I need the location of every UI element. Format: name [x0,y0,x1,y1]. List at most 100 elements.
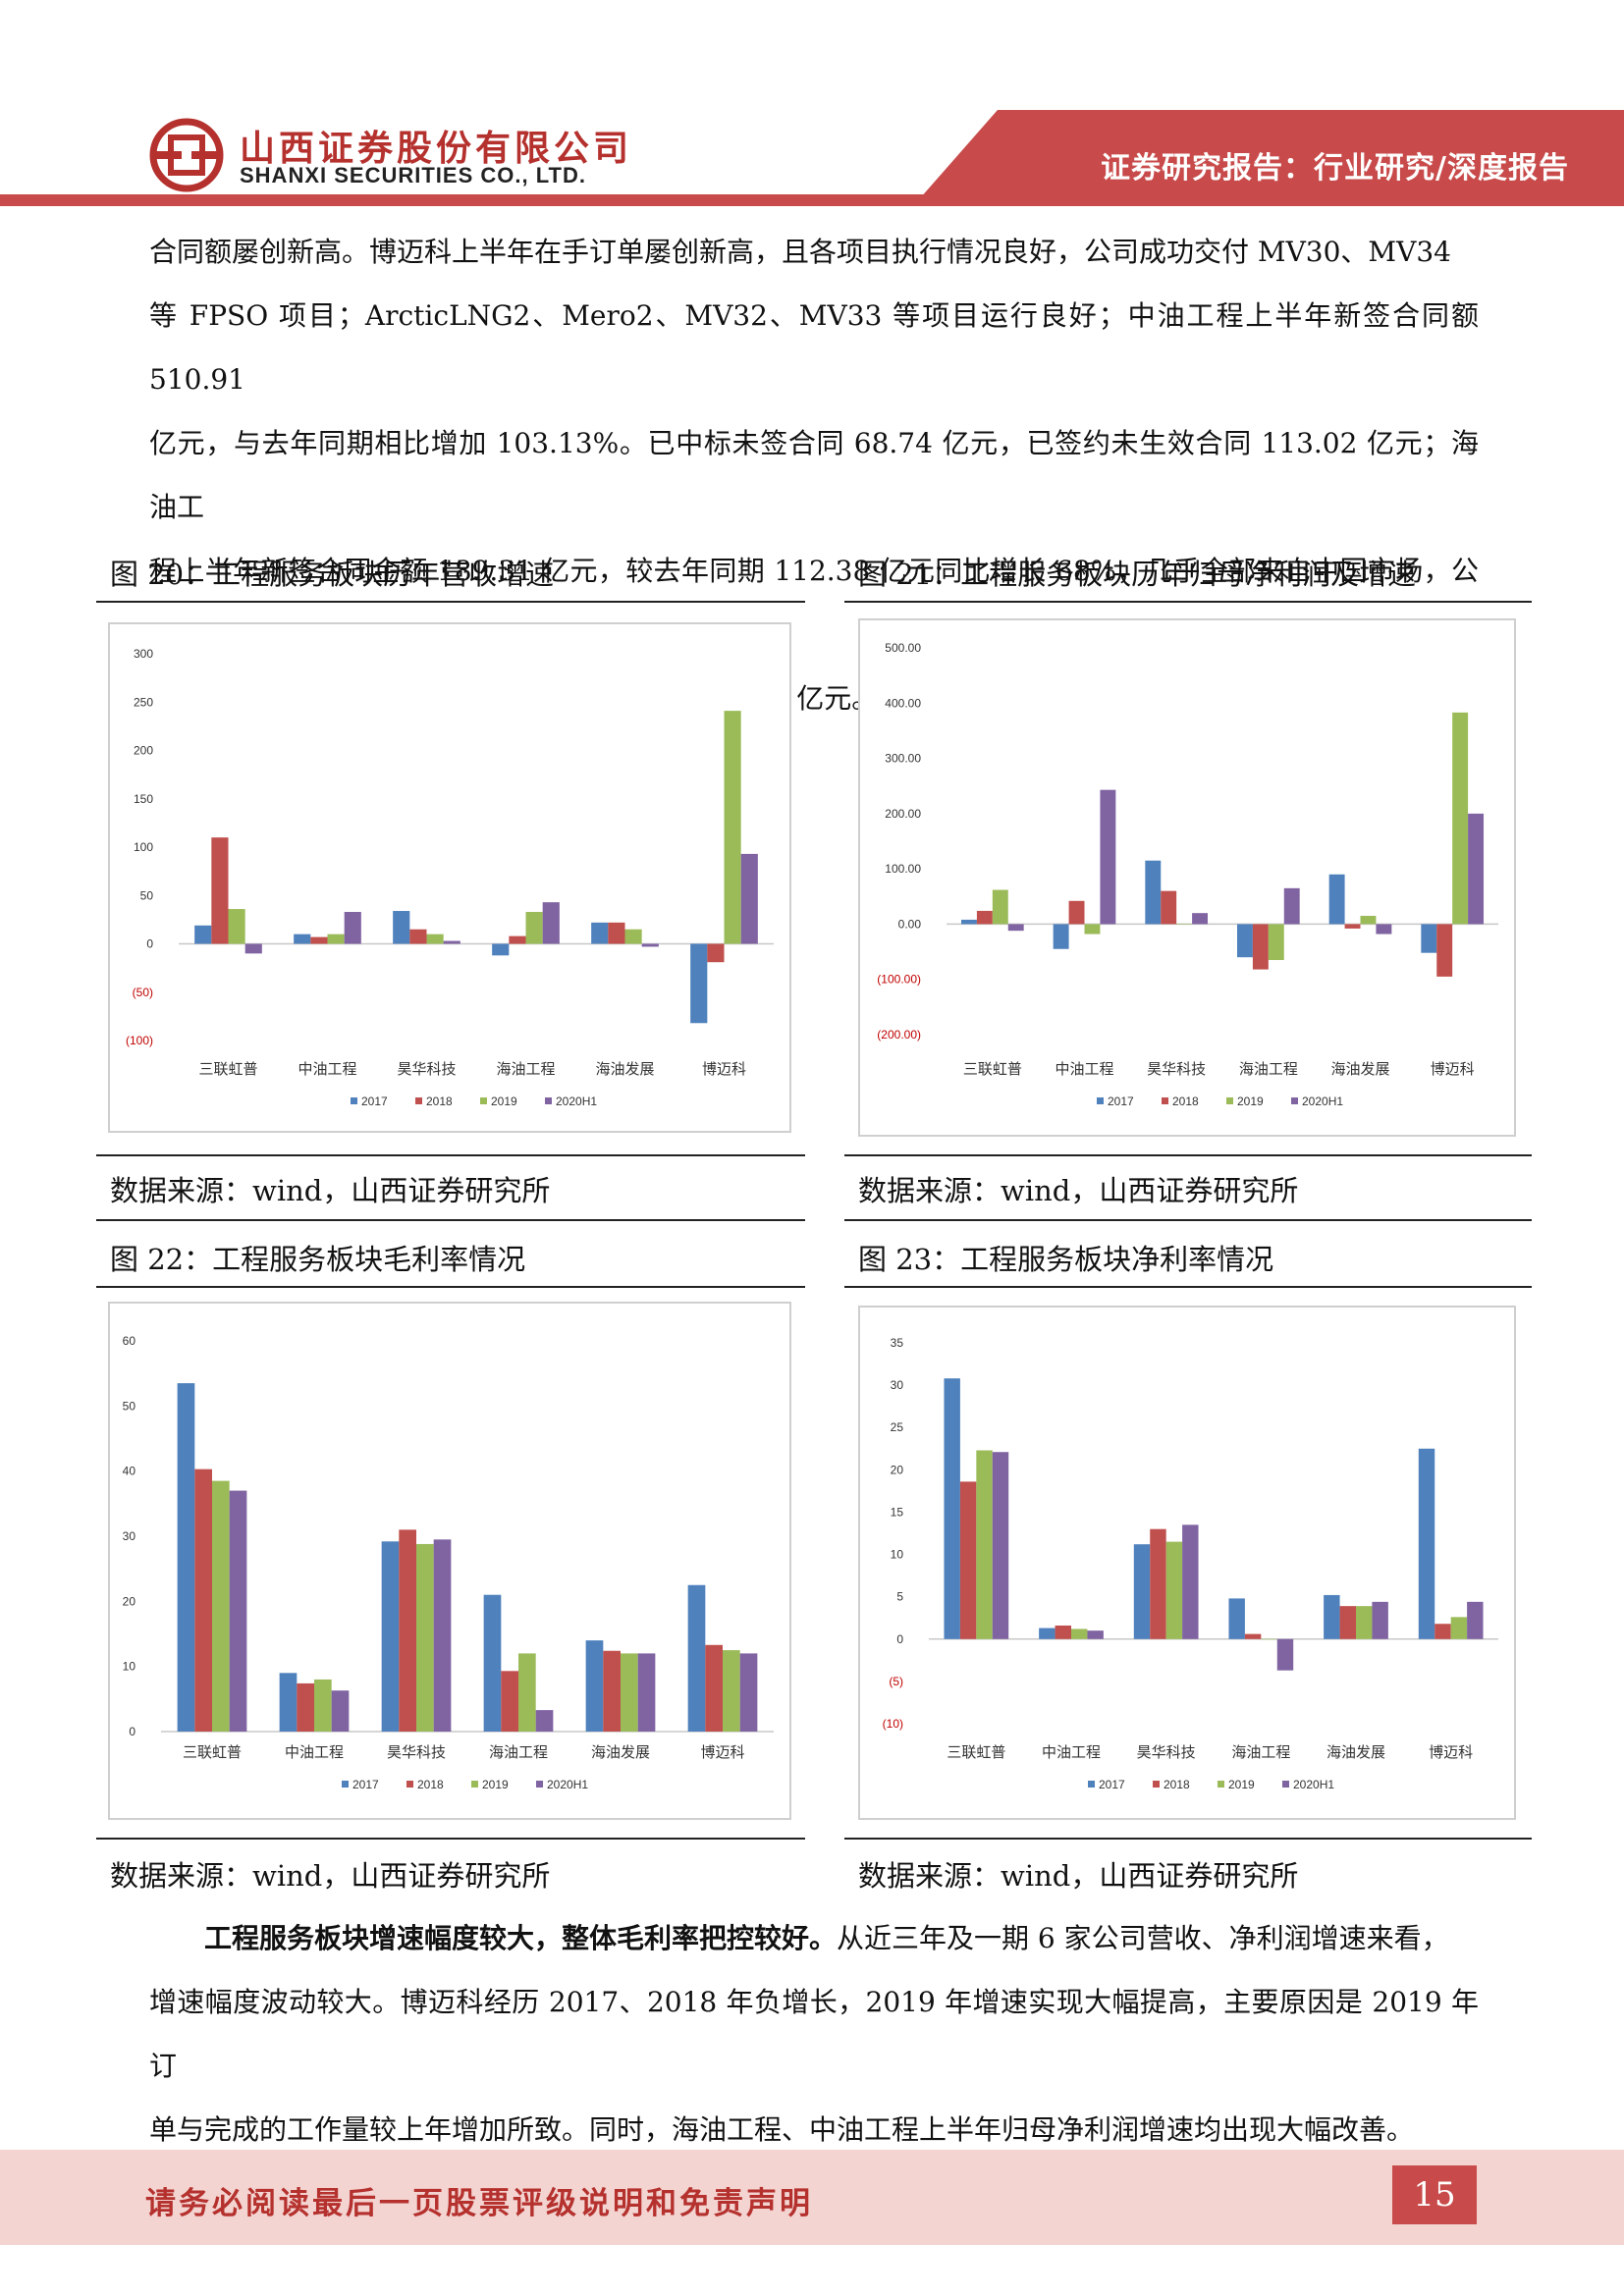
bar-2020H1 [1283,887,1300,925]
bar-2018 [959,1481,977,1639]
bar-2019 [228,909,245,944]
chart-22-svg: 60 50 40 30 20 10 0 三联虹普 中油工程 昊华科技 海油工程 海油发展 博迈科 2017… [123,1334,774,1791]
y-tick-label: 50 [123,1399,136,1413]
y-tick-label: 300.00 [885,752,921,766]
y-tick-label: (100.00) [877,973,921,987]
figure-23-chart: 35 30 25 20 15 10 5 0 (5) (10) 三联虹普 中油工程 昊华科技 海油工程 海油发… [858,1306,1516,1820]
bar-2017 [591,922,609,944]
bar-2017 [483,1594,502,1732]
bar-2017 [690,943,708,1024]
bar-2018 [409,929,427,944]
y-tick-label: 150 [134,792,153,806]
bar-2018 [1150,1528,1166,1639]
bar-2017 [279,1673,298,1732]
y-tick-label: 35 [891,1336,904,1350]
bar-2020H1 [1372,1601,1388,1639]
category-label: 昊华科技 [387,1743,446,1761]
bar-2018 [211,837,229,944]
bar-2018 [399,1529,416,1732]
bar-2020H1 [535,1710,554,1732]
bar-2020H1 [1007,924,1024,932]
bar-2017 [1053,924,1069,949]
legend-swatch [1162,1097,1168,1104]
category-label: 中油工程 [1055,1060,1113,1078]
bar-2019 [1452,712,1469,925]
summary-bold-lead: 工程服务板块增速幅度较大，整体毛利率把控较好。 [204,1922,838,1954]
y-tick-label: 20 [891,1463,904,1476]
header-band [0,194,1624,206]
figure-23-bottom-rule [844,1838,1532,1840]
bar-2017 [393,911,410,944]
bar-2017 [687,1584,706,1732]
figure-22-source: 数据来源：wind，山西证券研究所 [110,1859,551,1893]
bar-2017 [381,1541,400,1732]
bar-2020H1 [1376,924,1392,934]
bar-2018 [1252,924,1269,970]
bar-2020H1 [992,1452,1009,1639]
bar-2018 [1436,924,1453,977]
bar-2017 [1324,1594,1340,1639]
figure-20-top-rule [96,601,805,603]
page-number: 15 [1392,2165,1477,2224]
figure-22-top-rule [96,1286,805,1288]
bar-2019 [1261,1638,1277,1640]
bar-2018 [1161,890,1177,925]
bar-2020H1 [1276,1638,1294,1671]
bar-2017 [585,1640,604,1732]
category-label: 昊华科技 [1147,1060,1206,1078]
legend-label: 2019 [491,1095,517,1108]
bar-2017 [177,1383,195,1732]
y-tick-label: 15 [891,1505,904,1519]
category-label: 三联虹普 [963,1060,1022,1078]
bar-2019 [723,1650,740,1732]
figure-21-bottom-rule [844,1154,1532,1156]
legend-label: 2020H1 [1293,1778,1334,1791]
legend-label: 2018 [1172,1095,1199,1108]
bar-2018 [608,922,625,944]
y-tick-label: 60 [123,1334,136,1348]
category-label: 海油工程 [1231,1743,1290,1761]
bar-2019 [992,889,1008,925]
bar-2018 [707,943,725,963]
bar-2017 [1133,1544,1151,1639]
summary-paragraph: 工程服务板块增速幅度较大，整体毛利率把控较好。从近三年及一期 6 家公司营收、净… [149,1906,1479,2162]
company-logo-icon [149,118,224,192]
legend-label: 2017 [361,1095,388,1108]
y-tick-label: 10 [891,1548,904,1562]
legend-label: 2020H1 [547,1778,588,1791]
y-tick-label: 400.00 [885,696,921,710]
bar-2017 [1145,860,1162,925]
bar-2020H1 [1468,813,1485,925]
bar-2019 [1360,915,1377,925]
legend-label: 2019 [1237,1095,1264,1108]
figure-20-source: 数据来源：wind，山西证券研究所 [110,1174,551,1207]
bar-2020H1 [637,1653,656,1732]
category-label: 海油工程 [1239,1060,1298,1078]
bar-2020H1 [542,902,560,944]
bar-2019 [525,911,543,944]
y-tick-label: 5 [896,1590,903,1604]
category-label: 博迈科 [1431,1060,1475,1078]
company-name-cn: 山西证券股份有限公司 [240,129,633,169]
bar-2020H1 [443,940,460,944]
chart-20-svg: 300 250 200 150 100 50 0 (50) (100) 三联虹普 中油工程 昊华科技 海… [126,647,774,1108]
figure-21-chart: 500.00 400.00 300.00 200.00 100.00 0.00 (100.0… [858,618,1516,1137]
figure-21-source: 数据来源：wind，山西证券研究所 [858,1174,1299,1207]
bar-2020H1 [433,1539,452,1732]
category-label: 昊华科技 [397,1060,456,1078]
figure-20-bottom-rule [96,1154,805,1156]
y-tick-label: 30 [891,1378,904,1392]
y-tick-label: 300 [134,647,153,661]
bar-2019 [416,1543,434,1732]
category-label: 海油工程 [496,1060,555,1078]
legend-swatch [1226,1097,1233,1104]
chart-21-svg: 500.00 400.00 300.00 200.00 100.00 0.00 (100.0… [877,641,1498,1108]
bar-2019 [1450,1617,1468,1639]
bar-2017 [1328,874,1345,925]
y-tick-label: 100 [134,840,153,854]
category-label: 中油工程 [298,1060,356,1078]
bar-2017 [194,925,212,944]
company-name-en: SHANXI SECURITIES CO., LTD. [240,163,586,187]
bar-2018 [1055,1625,1071,1639]
bar-2018 [705,1644,723,1732]
